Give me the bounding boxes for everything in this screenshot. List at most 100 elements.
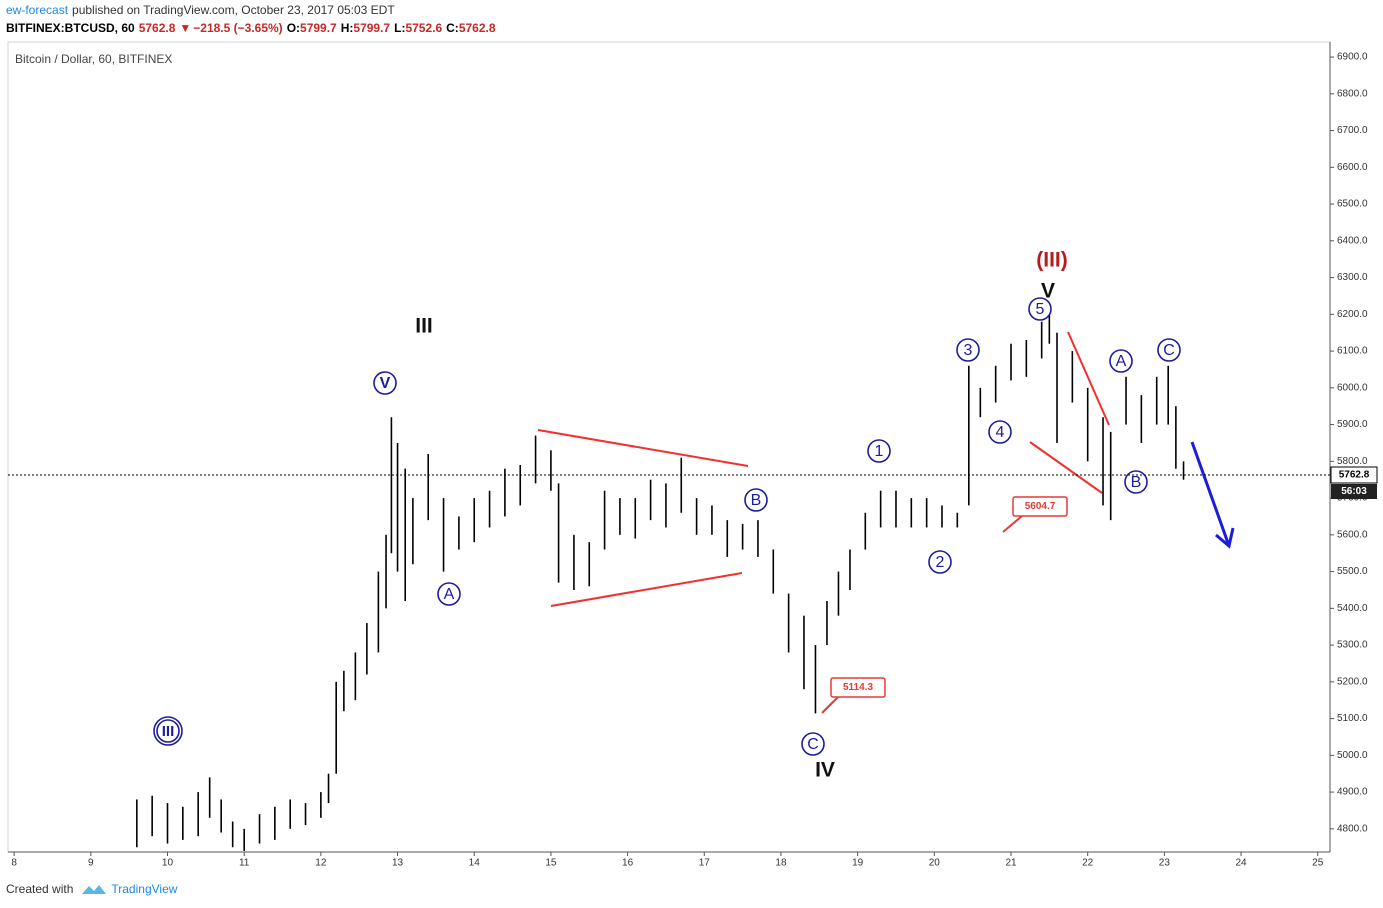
wave-label: A bbox=[444, 586, 455, 603]
y-tick-label: 6000.0 bbox=[1337, 382, 1368, 393]
x-tick-label: 13 bbox=[392, 858, 404, 869]
x-tick-label: 21 bbox=[1005, 858, 1017, 869]
x-tick-label: 19 bbox=[852, 858, 864, 869]
wave-circle bbox=[744, 488, 768, 512]
y-tick-label: 5100.0 bbox=[1337, 713, 1368, 724]
ohlc-line: BITFINEX:BTCUSD, 60 5762.8 ▼ −218.5 (−3.… bbox=[6, 21, 500, 35]
wave-circle bbox=[956, 338, 980, 362]
x-tick-label: 14 bbox=[469, 858, 481, 869]
wave-circle bbox=[928, 550, 952, 574]
wave-label: 5 bbox=[1036, 301, 1045, 318]
wave-label: (III) bbox=[1036, 249, 1068, 272]
high: 5799.7 bbox=[353, 21, 391, 35]
callout-box bbox=[1012, 496, 1068, 517]
wave-circle bbox=[988, 420, 1012, 444]
wave-circle bbox=[801, 732, 825, 756]
wave-label: IV bbox=[815, 759, 835, 782]
trendline bbox=[550, 572, 743, 607]
y-tick-label: 5200.0 bbox=[1337, 676, 1368, 687]
y-tick-label: 5900.0 bbox=[1337, 419, 1368, 430]
x-tick-label: 9 bbox=[88, 858, 94, 869]
arrow-head bbox=[1215, 527, 1235, 549]
chart-title: Bitcoin / Dollar, 60, BITFINEX bbox=[15, 52, 172, 66]
arrow: ▼ bbox=[179, 21, 192, 35]
wave-label: C bbox=[807, 736, 819, 753]
x-tick-label: 10 bbox=[162, 858, 174, 869]
last-price-label: 5762.8 bbox=[1339, 470, 1370, 481]
wave-label: V bbox=[1041, 280, 1055, 303]
y-tick-label: 6500.0 bbox=[1337, 199, 1368, 210]
callout-label: 5604.7 bbox=[1025, 501, 1056, 512]
countdown-label: 56:03 bbox=[1341, 486, 1367, 497]
y-tick-label: 4800.0 bbox=[1337, 823, 1368, 834]
created-with: Created with bbox=[6, 882, 74, 896]
x-tick-label: 15 bbox=[545, 858, 557, 869]
wave-circle bbox=[156, 719, 180, 743]
callout-pointer bbox=[1002, 515, 1023, 533]
wave-label: V bbox=[380, 375, 391, 392]
wave-circle bbox=[867, 439, 891, 463]
y-tick-label: 6100.0 bbox=[1337, 346, 1368, 357]
y-tick-label: 6900.0 bbox=[1337, 52, 1368, 63]
wave-label: C bbox=[1163, 342, 1175, 359]
x-tick-label: 12 bbox=[315, 858, 327, 869]
wave-label: B bbox=[751, 492, 762, 509]
callout-label: 5114.3 bbox=[843, 682, 873, 693]
y-tick-label: 6300.0 bbox=[1337, 272, 1368, 283]
wave-circle bbox=[1028, 297, 1052, 321]
last: 5762.8 bbox=[138, 21, 176, 35]
callout-pointer bbox=[821, 696, 839, 714]
wave-label: B bbox=[1131, 474, 1142, 491]
h-label: H: bbox=[340, 21, 354, 35]
x-tick-label: 24 bbox=[1235, 858, 1247, 869]
arrow bbox=[1190, 441, 1230, 544]
y-tick-label: 5400.0 bbox=[1337, 603, 1368, 614]
wave-label: 4 bbox=[996, 424, 1005, 441]
y-tick-label: 6700.0 bbox=[1337, 125, 1368, 136]
wave-circle-outer bbox=[153, 716, 183, 746]
chart: Bitcoin / Dollar, 60, BITFINEX 4800.0 490… bbox=[7, 41, 1378, 869]
trendline bbox=[1029, 441, 1103, 494]
wave-circle bbox=[1124, 470, 1148, 494]
y-tick-label: 5500.0 bbox=[1337, 566, 1368, 577]
y-tick-label: 6800.0 bbox=[1337, 88, 1368, 99]
y-tick-label: 4900.0 bbox=[1337, 787, 1368, 798]
open: 5799.7 bbox=[300, 21, 337, 35]
y-tick-label: 5600.0 bbox=[1337, 529, 1368, 540]
wave-label: 3 bbox=[964, 342, 973, 359]
last-price-box bbox=[1330, 466, 1378, 484]
plot-frame bbox=[7, 41, 1331, 853]
author[interactable]: ew-forecast bbox=[6, 3, 69, 17]
y-tick-label: 6200.0 bbox=[1337, 309, 1368, 320]
c-label: C: bbox=[446, 21, 459, 35]
change: −218.5 (−3.65%) bbox=[193, 21, 283, 35]
x-tick-label: 16 bbox=[622, 858, 634, 869]
callout-box bbox=[830, 677, 886, 698]
x-tick-label: 20 bbox=[929, 858, 941, 869]
x-tick-label: 25 bbox=[1312, 858, 1324, 869]
y-tick-label: 6400.0 bbox=[1337, 235, 1368, 246]
wave-label: 2 bbox=[936, 554, 945, 571]
wave-circle bbox=[1109, 349, 1133, 373]
wave-circle bbox=[373, 371, 397, 395]
x-tick-label: 23 bbox=[1159, 858, 1171, 869]
drawings bbox=[537, 331, 1235, 607]
o-label: O: bbox=[286, 21, 301, 35]
wave-circle bbox=[437, 582, 461, 606]
wave-label: A bbox=[1116, 353, 1127, 370]
x-tick-label: 17 bbox=[699, 858, 711, 869]
x-tick-label: 11 bbox=[239, 858, 250, 869]
wave-circle bbox=[1157, 338, 1181, 362]
y-tick-label: 6600.0 bbox=[1337, 162, 1368, 173]
brand[interactable]: TradingView bbox=[111, 882, 178, 896]
wave-label: III bbox=[415, 315, 433, 338]
footer: Created with TradingView bbox=[6, 882, 177, 896]
trendline bbox=[1067, 331, 1110, 426]
l-label: L: bbox=[394, 21, 406, 35]
y-tick-label: 5000.0 bbox=[1337, 750, 1368, 761]
x-tick-label: 8 bbox=[11, 858, 17, 869]
x-tick-label: 18 bbox=[775, 858, 787, 869]
logo bbox=[82, 885, 107, 894]
countdown-box bbox=[1331, 484, 1377, 500]
trendline bbox=[537, 429, 749, 467]
